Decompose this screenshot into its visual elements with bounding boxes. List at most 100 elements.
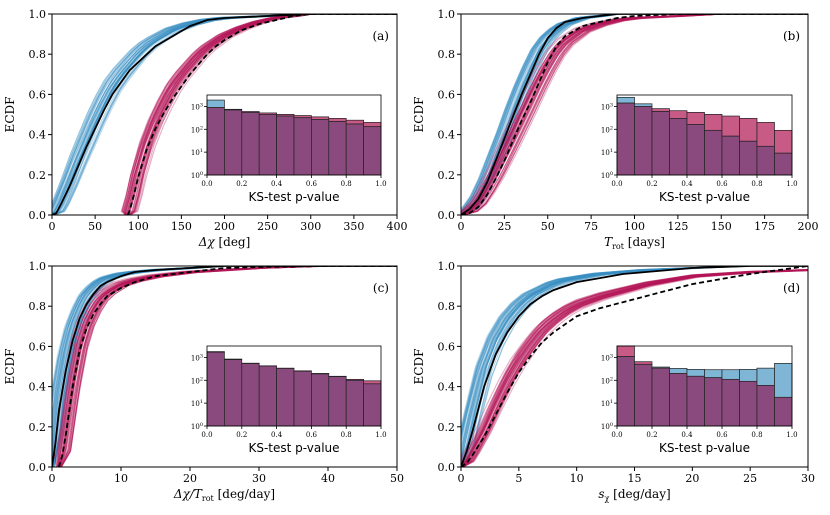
ecdf-sample-crimson <box>60 266 397 467</box>
ecdf-sample-blue <box>461 266 807 450</box>
x-tick-label: 100 <box>128 220 149 233</box>
ecdf-sample-blue <box>461 14 806 213</box>
ecdf-sample-crimson <box>461 269 804 466</box>
observed-dashed-line <box>461 14 808 215</box>
x-tick-label: 15 <box>628 472 642 485</box>
inset-x-tick-label: 1.0 <box>786 431 797 439</box>
hist-bar-excess <box>739 369 758 382</box>
ecdf-sample-blue <box>52 266 395 397</box>
ecdf-sample-crimson <box>461 14 807 215</box>
ecdf-sample-crimson <box>461 269 808 467</box>
ecdf-sample-crimson <box>125 14 396 215</box>
ecdf-sample-crimson <box>126 14 397 215</box>
ecdf-sample-blue <box>52 266 396 427</box>
inset-y-tick-label: 103 <box>601 102 613 111</box>
ecdf-sample-crimson <box>463 14 808 215</box>
ecdf-sample-blue <box>52 266 397 458</box>
inset-y-tick-label: 102 <box>191 376 203 385</box>
ecdf-sample-crimson <box>129 14 397 215</box>
ecdf-sample-blue <box>462 14 808 215</box>
hist-bar-overlap <box>669 118 688 176</box>
curves <box>52 14 397 215</box>
ecdf-sample-blue <box>462 14 808 215</box>
inset-histogram: 0.0 0.2 0.4 0.6 0.8 1.0 100 101 102 103 KS-test p-… <box>601 345 798 455</box>
y-tick-label: 1.0 <box>438 8 456 21</box>
inset-x-tick-label: 0.6 <box>306 431 318 439</box>
ecdf-sample-blue <box>54 14 397 215</box>
y-tick-label: 0.2 <box>29 421 47 434</box>
ecdf-sample-crimson <box>57 266 397 467</box>
hist-bar-overlap <box>276 115 295 176</box>
inset-histogram: 0.0 0.2 0.4 0.6 0.8 1.0 100 101 102 103 KS-test p-… <box>191 345 387 455</box>
hist-bar-excess <box>669 110 688 119</box>
ecdf-sample-blue <box>52 266 397 467</box>
inset-x-label: KS-test p-value <box>659 190 750 204</box>
panel-c: 0 10 20 30 40 50 0.0 0.2 0.4 0.6 0.8 1.0 ECDF Δχ/Trot… <box>3 260 404 503</box>
hist-bar-overlap <box>206 107 225 176</box>
ecdf-sample-crimson <box>461 269 808 467</box>
hist-bar-excess <box>363 380 382 385</box>
ecdf-sample-blue <box>461 14 808 215</box>
ecdf-sample-blue <box>53 266 397 467</box>
ecdf-sample-blue <box>461 266 808 465</box>
ecdf-sample-blue <box>461 266 808 467</box>
ecdf-sample-blue <box>461 266 807 464</box>
hist-bar-overlap <box>363 383 382 427</box>
hist-bar-overlap <box>206 351 225 427</box>
ecdf-sample-crimson <box>461 14 806 213</box>
ecdf-sample-blue <box>52 14 396 210</box>
y-tick-label: 0.0 <box>29 209 47 222</box>
hist-bar-excess <box>651 108 670 112</box>
inset-histogram: 0.0 0.2 0.4 0.6 0.8 1.0 100 101 102 103 KS-test p-… <box>601 94 798 204</box>
x-tick-label: 25 <box>497 220 511 233</box>
inset-x-tick-label: 0.4 <box>681 180 693 188</box>
x-tick-label: 350 <box>343 220 364 233</box>
inset-y-tick-label: 103 <box>601 353 613 362</box>
ecdf-sample-blue <box>461 266 808 467</box>
ecdf-sample-blue <box>461 14 806 213</box>
ecdf-sample-crimson <box>461 269 808 467</box>
x-tick-label: 0 <box>458 472 465 485</box>
ecdf-sample-blue <box>52 266 397 467</box>
ecdf-sample-crimson <box>59 266 397 467</box>
ecdf-sample-blue <box>461 266 806 436</box>
ecdf-sample-crimson <box>57 266 397 467</box>
hist-bar-overlap <box>721 135 740 176</box>
hist-bar-excess <box>206 99 225 108</box>
ecdf-sample-blue <box>53 14 397 215</box>
x-tick-label: 0 <box>49 472 56 485</box>
ecdf-sample-crimson <box>124 14 396 215</box>
ecdf-sample-blue <box>461 14 807 214</box>
ecdf-sample-blue <box>52 266 397 467</box>
panel-label: (b) <box>783 29 800 43</box>
ecdf-sample-blue <box>461 14 806 211</box>
ecdf-sample-blue <box>462 14 808 215</box>
ecdf-sample-crimson <box>58 266 397 467</box>
ecdf-sample-crimson <box>463 14 808 215</box>
series-blue-band <box>461 266 808 467</box>
x-tick-label: 150 <box>711 220 732 233</box>
hist-bar-overlap <box>258 114 277 176</box>
observed-dashed-line <box>127 14 397 215</box>
ecdf-sample-crimson <box>461 14 808 215</box>
y-tick-label: 0.8 <box>438 48 456 61</box>
ecdf-sample-crimson <box>462 269 808 467</box>
hist-bar-excess <box>686 112 705 125</box>
hist-bar-overlap <box>345 379 364 427</box>
inset-x-tick-label: 0.4 <box>271 180 283 188</box>
ecdf-sample-crimson <box>123 14 396 215</box>
ecdf-sample-crimson <box>59 266 397 467</box>
ecdf-sample-blue <box>54 14 397 215</box>
ecdf-sample-crimson <box>461 14 808 215</box>
y-tick-label: 0.8 <box>29 300 47 313</box>
ecdf-sample-blue <box>461 266 808 467</box>
x-tick-label: 20 <box>183 472 197 485</box>
inset-x-label: KS-test p-value <box>248 441 339 455</box>
ecdf-sample-crimson <box>462 14 808 215</box>
ecdf-sample-blue <box>461 14 808 215</box>
hist-bar-overlap <box>704 377 723 427</box>
ecdf-sample-blue <box>52 266 397 467</box>
ecdf-sample-blue <box>52 266 397 464</box>
ecdf-sample-blue <box>52 266 396 423</box>
